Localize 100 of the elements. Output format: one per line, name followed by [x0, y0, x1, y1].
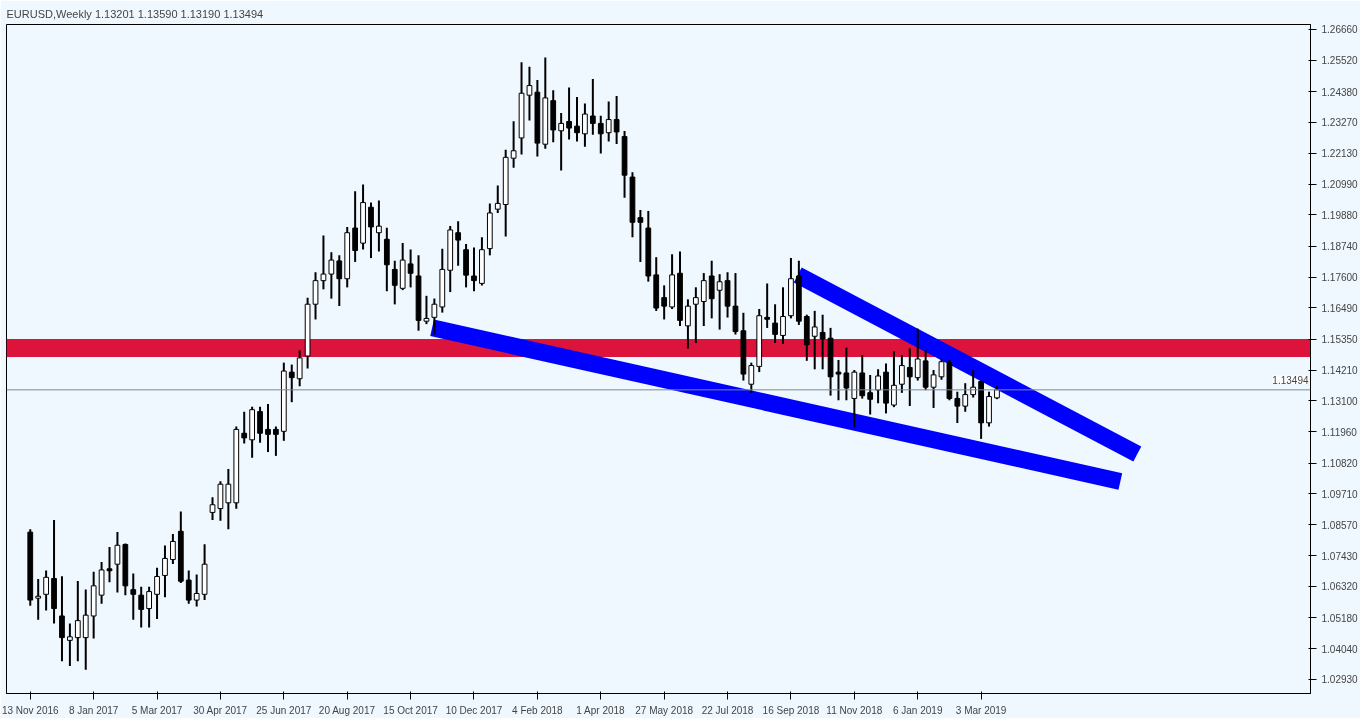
candlestick — [859, 354, 866, 399]
candlestick — [391, 260, 398, 305]
y-tick-label: 1.08570 — [1321, 519, 1359, 531]
candlestick — [867, 374, 874, 415]
candlestick — [471, 247, 477, 292]
candlestick — [35, 579, 42, 620]
candlestick — [455, 221, 462, 266]
candlestick — [185, 570, 192, 604]
candlestick — [914, 328, 921, 381]
y-tick-label: 1.04040 — [1321, 643, 1359, 655]
y-tick-label: 1.14210 — [1321, 365, 1359, 377]
candlestick — [613, 96, 620, 145]
x-tick-label: 22 Jul 2018 — [701, 704, 754, 716]
candlestick — [780, 287, 786, 344]
x-tick-label: 6 Jan 2019 — [892, 704, 943, 716]
x-tick-label: 27 May 2018 — [635, 704, 694, 716]
candlestick — [700, 273, 707, 327]
y-tick-label: 1.19880 — [1321, 209, 1359, 221]
candlestick — [891, 351, 897, 408]
candlestick — [336, 255, 343, 307]
x-tick-label: 13 Nov 2016 — [1, 704, 60, 716]
candlestick — [74, 581, 81, 662]
candlestick — [708, 260, 715, 319]
candlestick — [431, 298, 438, 335]
y-tick-label: 1.10820 — [1321, 458, 1359, 470]
candlestick — [692, 287, 699, 344]
y-tick-label: 1.24380 — [1321, 86, 1359, 98]
candlestick — [296, 350, 303, 387]
x-tick-label: 20 Aug 2017 — [318, 704, 376, 716]
candlestick — [898, 354, 905, 393]
candlestick — [566, 87, 572, 140]
candlestick — [811, 310, 818, 370]
candlestick — [352, 191, 359, 262]
chart-title: EURUSD,Weekly 1.13201 1.13590 1.13190 1.13494 — [6, 7, 264, 20]
candlestick — [312, 272, 319, 320]
candlestick — [819, 314, 826, 370]
y-tick-label: 1.17600 — [1321, 272, 1359, 284]
x-tick-label: 5 Mar 2017 — [131, 704, 183, 716]
y-tick-label: 1.23270 — [1321, 117, 1359, 129]
y-tick-label: 1.26660 — [1321, 24, 1359, 36]
candlestick — [59, 576, 65, 662]
candlestick — [605, 101, 612, 142]
y-tick-label: 1.22130 — [1321, 148, 1359, 160]
candlestick — [82, 589, 89, 670]
candlestick — [162, 545, 168, 598]
candlestick — [368, 202, 374, 259]
candlestick — [582, 103, 588, 147]
x-tick-label: 3 Mar 2019 — [955, 704, 1007, 716]
y-tick-label: 1.15350 — [1321, 334, 1359, 345]
candlestick — [193, 574, 200, 607]
candlestick — [954, 391, 961, 424]
candlestick — [257, 406, 263, 443]
x-tick-label: 11 Nov 2018 — [826, 704, 883, 716]
y-tick-label: 1.02930 — [1321, 674, 1359, 686]
x-tick-label: 15 Oct 2017 — [383, 704, 439, 716]
candlestick — [962, 383, 969, 412]
candlestick — [716, 274, 723, 330]
candlestick — [748, 362, 755, 393]
candlestick — [114, 531, 121, 593]
x-tick-label: 10 Dec 2017 — [445, 704, 503, 716]
candlestick — [67, 623, 73, 667]
candlestick — [241, 411, 248, 444]
candlestick — [146, 586, 152, 628]
candlestick — [225, 468, 232, 530]
y-tick-label: 1.13100 — [1321, 395, 1359, 407]
candlestick — [407, 249, 414, 288]
candlestick — [170, 533, 176, 565]
y-tick-label: 1.25520 — [1321, 55, 1359, 67]
y-tick-label: 1.11960 — [1321, 426, 1358, 438]
candlestick — [376, 200, 382, 252]
y-tick-label: 1.16490 — [1321, 302, 1359, 314]
candlestick — [661, 285, 668, 320]
candlestick — [558, 113, 565, 171]
candlestick — [875, 369, 881, 404]
x-tick-label: 30 Apr 2017 — [193, 704, 248, 716]
candlestick — [43, 570, 49, 611]
candlestick — [906, 348, 913, 407]
candlestick — [772, 304, 778, 344]
candlestick — [320, 235, 327, 290]
candlestick — [130, 573, 137, 620]
candlestick — [574, 96, 580, 142]
y-tick-label: 1.18740 — [1321, 241, 1359, 253]
candlestick — [328, 252, 335, 299]
y-tick-label: 1.06320 — [1321, 581, 1359, 593]
y-tick-label: 1.07430 — [1321, 550, 1359, 562]
x-tick-label: 25 Jun 2017 — [256, 704, 312, 716]
candlestick — [265, 404, 271, 453]
y-tick-label: 1.20990 — [1321, 179, 1359, 191]
candlestick — [273, 426, 279, 456]
candlestick — [589, 79, 596, 135]
y-tick-label: 1.05180 — [1321, 612, 1359, 624]
candlestick — [637, 210, 644, 262]
x-tick-label: 4 Feb 2018 — [512, 704, 564, 716]
candlestick — [510, 121, 517, 168]
x-tick-label: 1 Apr 2018 — [576, 704, 626, 716]
x-tick-label: 8 Jan 2017 — [68, 704, 119, 716]
x-tick-label: 16 Sep 2018 — [762, 704, 820, 716]
candlestick — [597, 115, 604, 154]
ref-line-label: 1.13494 — [1272, 374, 1309, 386]
candlestick — [764, 283, 771, 328]
